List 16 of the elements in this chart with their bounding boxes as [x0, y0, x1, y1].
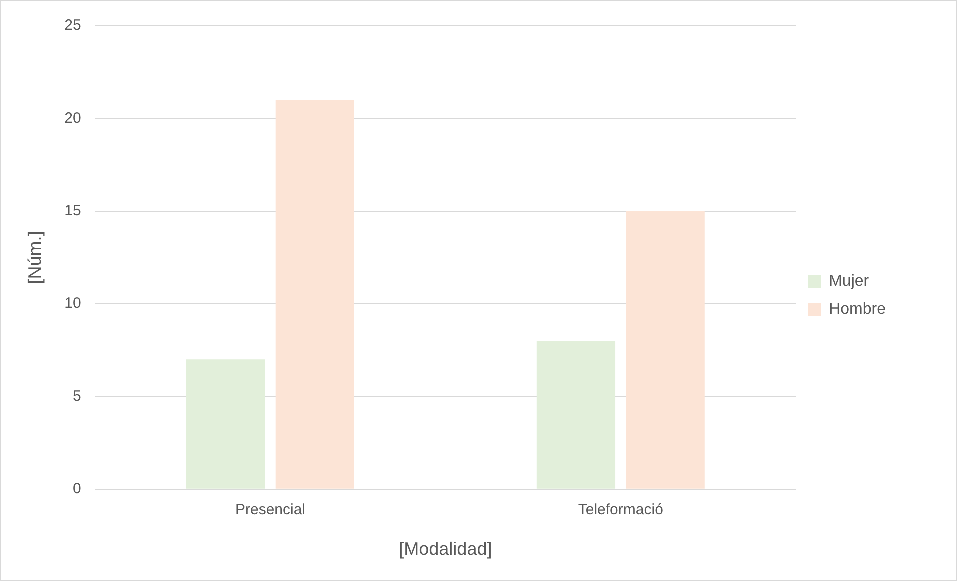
bar — [276, 100, 354, 489]
y-tick-label: 10 — [64, 295, 82, 312]
y-tick-label: 20 — [64, 110, 82, 127]
y-tick-label: 25 — [64, 17, 82, 34]
x-axis-title: [Modalidad] — [399, 539, 492, 560]
y-tick-label: 15 — [64, 202, 82, 220]
legend-label: Hombre — [829, 300, 886, 318]
legend-label: Mujer — [829, 272, 870, 290]
bar — [536, 341, 616, 489]
x-tick-label: Teleformació — [578, 502, 664, 519]
y-tick-label: 5 — [72, 388, 82, 405]
y-axis-title: [Núm.] — [24, 231, 45, 284]
y-tick-label: 0 — [72, 480, 82, 498]
bar — [626, 211, 705, 489]
x-tick-label: Presencial — [235, 502, 306, 519]
bar — [186, 360, 266, 489]
